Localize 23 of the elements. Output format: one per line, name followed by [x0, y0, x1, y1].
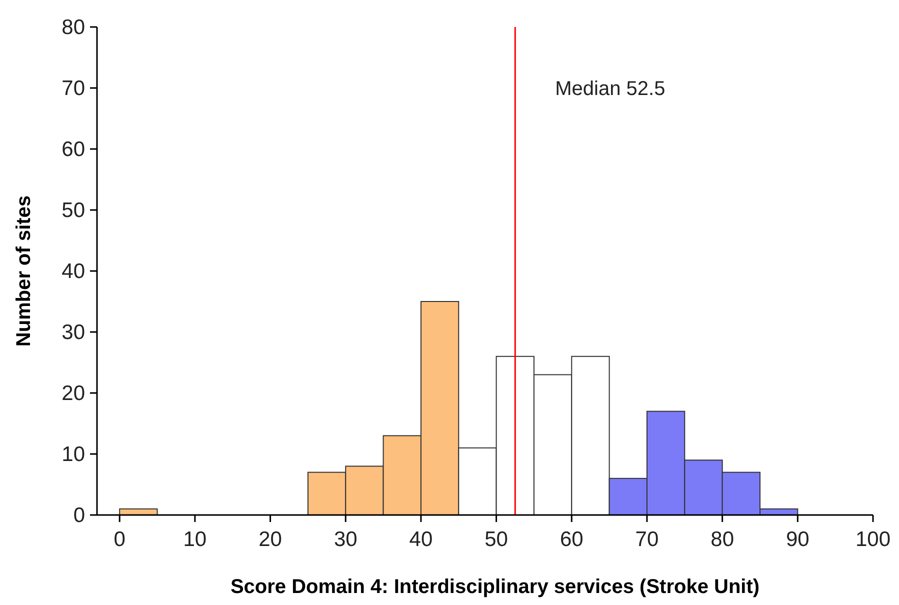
x-tick-label: 80 [710, 528, 734, 551]
x-tick-label: 60 [560, 528, 584, 551]
y-tick-label: 20 [62, 382, 85, 405]
y-tick-label: 60 [62, 138, 85, 161]
ref-line-label: Median 52.5 [555, 78, 666, 100]
x-tick-label: 10 [183, 528, 207, 551]
y-tick-label: 70 [62, 77, 85, 100]
x-tick-label: 0 [114, 528, 126, 551]
x-tick-label: 30 [334, 528, 358, 551]
x-tick-label: 50 [484, 528, 508, 551]
y-axis-title: Number of sites [13, 195, 35, 347]
y-tick-label: 80 [62, 16, 85, 39]
y-tick-label: 50 [62, 199, 85, 222]
x-axis-title: Score Domain 4: Interdisciplinary services (Stroke Unit) [230, 576, 760, 598]
y-tick-label: 10 [62, 443, 85, 466]
x-tick-label: 90 [786, 528, 810, 551]
x-tick-label: 70 [635, 528, 659, 551]
x-tick-label: 40 [409, 528, 433, 551]
x-tick-label: 100 [855, 528, 891, 551]
y-tick-label: 0 [73, 504, 85, 527]
y-tick-label: 30 [62, 321, 85, 344]
x-tick-label: 20 [258, 528, 282, 551]
y-tick-label: 40 [62, 260, 85, 283]
